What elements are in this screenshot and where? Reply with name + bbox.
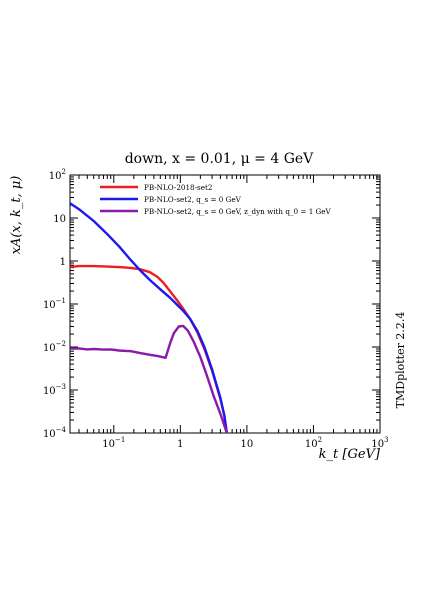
x-tick-label: 103 [371, 436, 388, 450]
legend: PB-NLO-2018-set2 PB-NLO-set2, q_s = 0 GeV… [100, 183, 332, 216]
y-axis-label: xA(x, k_t, μ) [9, 176, 24, 255]
y-ticks: 102 10 1 10−1 10−2 10−3 10−4 [43, 168, 380, 440]
y-tick-label: 10−2 [43, 340, 66, 354]
y-tick-label: 1 [60, 257, 66, 268]
legend-label-3: PB-NLO-set2, q_s = 0 GeV, z_dyn with q_0… [144, 207, 332, 216]
x-axis-label: k_t [GeV] [319, 447, 381, 462]
legend-label-1: PB-NLO-2018-set2 [144, 183, 212, 192]
side-label: TMDplotter 2.2.4 [394, 312, 407, 409]
y-tick-label: 10−1 [43, 297, 66, 311]
legend-label-2: PB-NLO-set2, q_s = 0 GeV [144, 195, 242, 204]
y-tick-label: 10−4 [43, 426, 67, 440]
x-tick-label: 10 [241, 439, 254, 450]
x-tick-label: 10−1 [102, 436, 125, 450]
series-line-3 [69, 324, 228, 434]
series-lines [69, 202, 228, 434]
series-line-2 [69, 202, 228, 434]
chart-title: down, x = 0.01, μ = 4 GeV [125, 151, 314, 167]
y-tick-label: 10 [53, 214, 66, 225]
y-tick-label: 10−3 [43, 383, 66, 397]
x-tick-label: 1 [177, 439, 183, 450]
x-ticks: 10−1 1 10 102 103 [78, 175, 389, 450]
y-tick-label: 102 [49, 168, 66, 182]
x-tick-label: 102 [305, 436, 322, 450]
